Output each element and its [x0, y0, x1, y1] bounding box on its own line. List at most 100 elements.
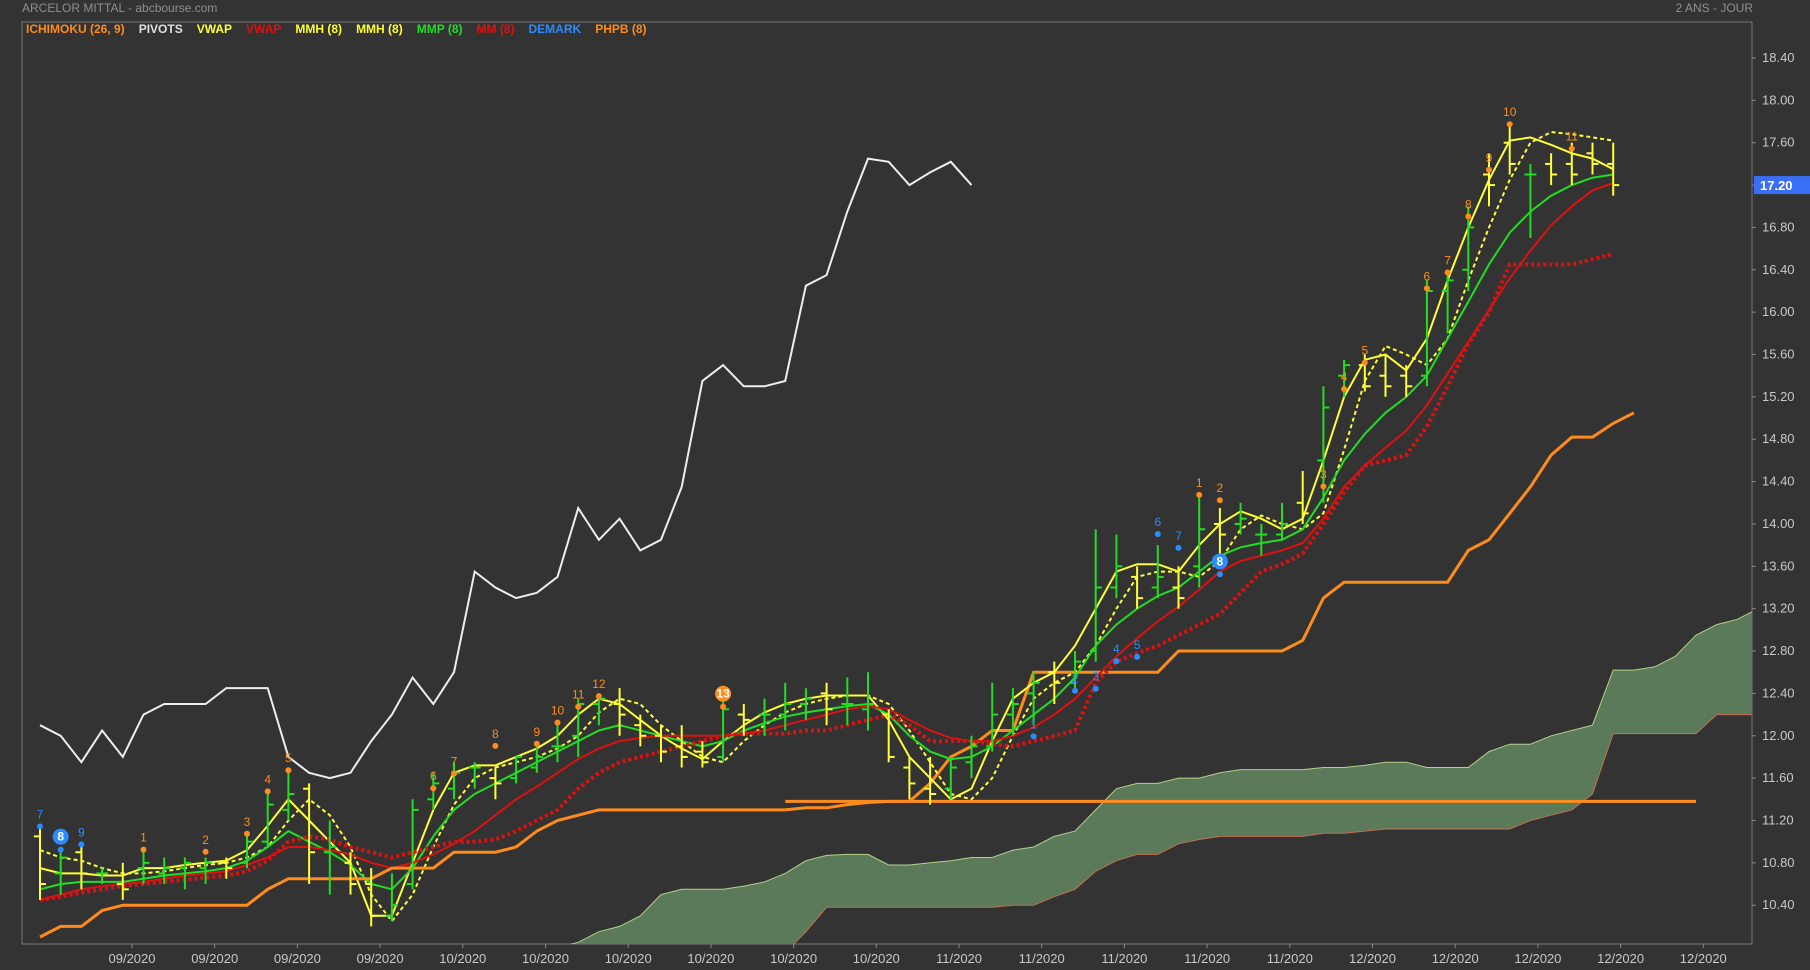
- x-tick-label: 12/2020: [1680, 951, 1727, 966]
- demark-label: 7: [1175, 529, 1182, 543]
- ichimoku-cloud: [571, 611, 1752, 944]
- phpb-dot: [1486, 166, 1492, 173]
- y-tick-label: 12.00: [1762, 728, 1795, 743]
- cloud-span-b: [793, 714, 1752, 944]
- y-tick-label: 12.80: [1762, 643, 1795, 658]
- phpb-dot: [1465, 213, 1472, 220]
- legend-item[interactable]: VWAP: [196, 22, 233, 36]
- y-tick-label: 18.40: [1762, 50, 1795, 65]
- legend-item[interactable]: VWAP: [246, 22, 282, 36]
- demark-dot: [1175, 544, 1182, 551]
- last-price-marker: [1754, 176, 1810, 195]
- x-tick-label: 10/2020: [522, 951, 569, 966]
- x-tick-label: 10/2020: [853, 951, 900, 966]
- x-tick-label: 12/2020: [1349, 951, 1396, 966]
- phpb-label: 9: [533, 725, 540, 739]
- y-tick-label: 11.20: [1762, 812, 1794, 827]
- demark-dot: [1092, 685, 1099, 692]
- legend-item[interactable]: ICHIMOKU (26, 9): [26, 22, 125, 36]
- legend-item[interactable]: PIVOTS: [138, 22, 183, 36]
- phpb-dot: [720, 703, 727, 710]
- phpb-dot: [575, 703, 582, 710]
- demark-label: 9: [78, 825, 85, 839]
- y-tick-label: 14.00: [1762, 516, 1795, 531]
- demark-dot: [1154, 531, 1161, 538]
- demark-badge: [1211, 553, 1228, 570]
- y-tick-label: 14.40: [1762, 474, 1795, 489]
- phpb-label: 4: [264, 772, 271, 786]
- phpb-dot: [1423, 285, 1430, 292]
- chart-title: ARCELOR MITTAL - abcbourse.com: [22, 1, 218, 15]
- y-tick-label: 10.40: [1762, 897, 1795, 912]
- x-tick-label: 10/2020: [687, 951, 734, 966]
- demark-label: 7: [37, 807, 44, 821]
- cloud-span-a: [569, 611, 1752, 944]
- phpb-dot: [1216, 497, 1223, 504]
- x-tick-label: 11/2020: [1267, 951, 1313, 966]
- phpb-dot: [1568, 145, 1575, 152]
- demark-label: 2: [1072, 672, 1079, 686]
- phpb-label: 10: [551, 704, 565, 718]
- demark-label: 6: [1154, 515, 1161, 529]
- legend-item[interactable]: MM (8): [476, 22, 515, 36]
- x-tick-label: 10/2020: [770, 951, 817, 966]
- legend-item[interactable]: MMH (8): [295, 22, 343, 36]
- phpb-label: 1: [1196, 476, 1203, 490]
- legend-item[interactable]: DEMARK: [528, 22, 582, 36]
- y-tick-label: 17.60: [1762, 135, 1795, 150]
- y-tick-label: 15.60: [1762, 347, 1795, 362]
- demark-label: 3: [1092, 670, 1099, 684]
- phpb-label: 3: [244, 815, 251, 829]
- demark-dot: [1113, 658, 1120, 665]
- period-label: 2 ANS - JOUR: [1675, 1, 1753, 15]
- indicator-legend: ICHIMOKU (26, 9) PIVOTS VWAP VWAP MMH (8) MMH…: [26, 22, 661, 36]
- phpb-dot: [202, 848, 209, 855]
- legend-item[interactable]: MMH (8): [356, 22, 403, 36]
- x-tick-label: 09/2020: [357, 951, 404, 966]
- x-tick-label: 11/2020: [1184, 951, 1230, 966]
- x-tick-label: 12/2020: [1597, 951, 1644, 966]
- x-tick-label: 12/2020: [1432, 951, 1479, 966]
- phpb-label: 1: [140, 831, 147, 845]
- phpb-label: 5: [1361, 344, 1368, 358]
- legend-item[interactable]: MMP (8): [416, 22, 463, 36]
- x-tick-label: 11/2020: [1101, 951, 1147, 966]
- demark-dot: [1072, 687, 1078, 694]
- phpb-dot: [1444, 269, 1451, 276]
- demark-dot: [1030, 733, 1037, 740]
- x-tick-label: 09/2020: [109, 951, 156, 966]
- phpb-dot: [1361, 359, 1368, 366]
- phpb-dot: [1196, 491, 1203, 498]
- x-tick-label: 12/2020: [1514, 951, 1561, 966]
- y-tick-label: 11.60: [1762, 770, 1794, 785]
- y-tick-label: 16.00: [1762, 304, 1795, 319]
- chikou-line: [39, 157, 973, 780]
- series-line-4: [39, 251, 1614, 902]
- demark-dot: [1216, 571, 1223, 578]
- series-line-5: [39, 799, 1696, 939]
- phpb-dot: [1506, 121, 1513, 128]
- phpb-dot: [430, 785, 437, 792]
- phpb-dot: [244, 830, 250, 837]
- demark-label: 1: [1030, 717, 1037, 731]
- demark-badge: [52, 828, 69, 845]
- phpb-label: 13: [716, 687, 730, 701]
- phpb-label: 6: [430, 769, 437, 783]
- x-tick-label: 10/2020: [605, 951, 652, 966]
- phpb-dot: [451, 770, 457, 777]
- legend-item[interactable]: PHPB (8): [595, 22, 647, 36]
- phpb-label: 2: [1217, 481, 1224, 495]
- y-tick-label: 16.40: [1762, 262, 1795, 277]
- kijun-line: [785, 411, 1635, 803]
- phpb-dot: [554, 719, 561, 726]
- demark-dot: [57, 846, 64, 853]
- phpb-label: 3: [1320, 467, 1327, 481]
- phpb-badge: [715, 685, 732, 702]
- demark-label: 4: [1113, 642, 1120, 656]
- phpb-dot: [1320, 483, 1327, 490]
- phpb-dot: [492, 742, 499, 749]
- demark-dot: [37, 823, 43, 830]
- x-tick-label: 11/2020: [936, 951, 982, 966]
